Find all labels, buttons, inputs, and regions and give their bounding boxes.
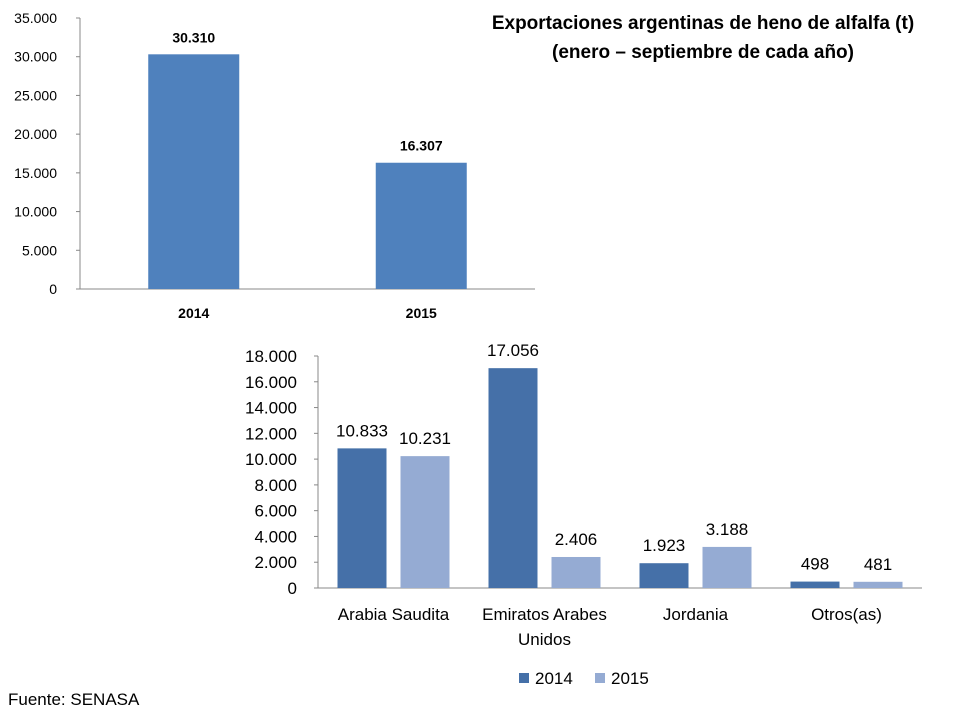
- bar-2014: [790, 581, 840, 588]
- bottom-y-tick-label: 0: [288, 579, 297, 598]
- bar-value-label: 10.833: [336, 421, 388, 440]
- legend-swatch-2014: [519, 673, 529, 683]
- top-chart: 0 5.000 10.000 15.000 20.000 25.000 30.000 35.0…: [14, 10, 535, 321]
- bar-2014: [639, 563, 689, 588]
- source-note: Fuente: SENASA: [8, 690, 140, 709]
- bottom-x-tick-label: Otros(as): [811, 605, 882, 624]
- top-x-tick-label: 2014: [178, 305, 209, 321]
- bar-value-label: 1.923: [643, 536, 686, 555]
- top-y-tick-label: 35.000: [14, 10, 57, 26]
- legend-label-2015: 2015: [611, 669, 649, 688]
- bottom-y-tick-label: 10.000: [245, 450, 297, 469]
- bar-2015: [551, 556, 601, 588]
- bottom-x-tick-label: Jordania: [663, 605, 729, 624]
- bar-2015: [702, 546, 752, 588]
- chart-title-line2: (enero – septiembre de cada año): [552, 42, 854, 63]
- bar-value-label: 10.231: [399, 429, 451, 448]
- top-y-tick-label: 25.000: [14, 87, 57, 103]
- bottom-x-tick-label: Unidos: [518, 630, 571, 649]
- top-bar: [375, 162, 467, 289]
- bar-2015: [853, 581, 903, 588]
- legend-swatch-2015: [595, 673, 605, 683]
- top-bar-value-label: 30.310: [172, 29, 215, 45]
- top-y-tick-label: 5.000: [22, 242, 57, 258]
- top-bar-value-label: 16.307: [400, 138, 443, 154]
- bar-2015: [400, 456, 450, 588]
- bottom-y-tick-label: 14.000: [245, 399, 297, 418]
- bottom-y-tick-label: 16.000: [245, 373, 297, 392]
- top-y-tick-label: 0: [49, 281, 57, 297]
- top-bar: [148, 54, 240, 290]
- bar-2014: [337, 448, 387, 588]
- bottom-y-tick-label: 12.000: [245, 424, 297, 443]
- bar-value-label: 17.056: [487, 341, 539, 360]
- bar-2014: [488, 368, 538, 588]
- bottom-x-tick-label: Arabia Saudita: [338, 605, 450, 624]
- top-y-tick-label: 20.000: [14, 126, 57, 142]
- top-x-tick-label: 2015: [406, 305, 437, 321]
- legend-label-2014: 2014: [535, 669, 573, 688]
- bottom-y-tick-label: 4.000: [254, 527, 297, 546]
- top-y-tick-label: 30.000: [14, 49, 57, 65]
- bottom-chart: 0 2.000 4.000 6.000 8.000 10.000 12.000 14.000 1…: [245, 341, 922, 649]
- bar-value-label: 2.406: [555, 530, 598, 549]
- chart-title-line1: Exportaciones argentinas de heno de alfa…: [492, 13, 914, 34]
- bottom-y-tick-label: 2.000: [254, 553, 297, 572]
- bottom-y-tick-label: 8.000: [254, 476, 297, 495]
- bottom-x-tick-label: Emiratos Arabes: [482, 605, 607, 624]
- legend: 2014 2015: [519, 669, 649, 688]
- top-y-tick-label: 15.000: [14, 165, 57, 181]
- bar-value-label: 498: [801, 555, 829, 574]
- top-y-tick-label: 10.000: [14, 204, 57, 220]
- bar-value-label: 3.188: [706, 520, 749, 539]
- bar-value-label: 481: [864, 555, 892, 574]
- bottom-y-tick-label: 6.000: [254, 502, 297, 521]
- bottom-y-tick-label: 18.000: [245, 347, 297, 366]
